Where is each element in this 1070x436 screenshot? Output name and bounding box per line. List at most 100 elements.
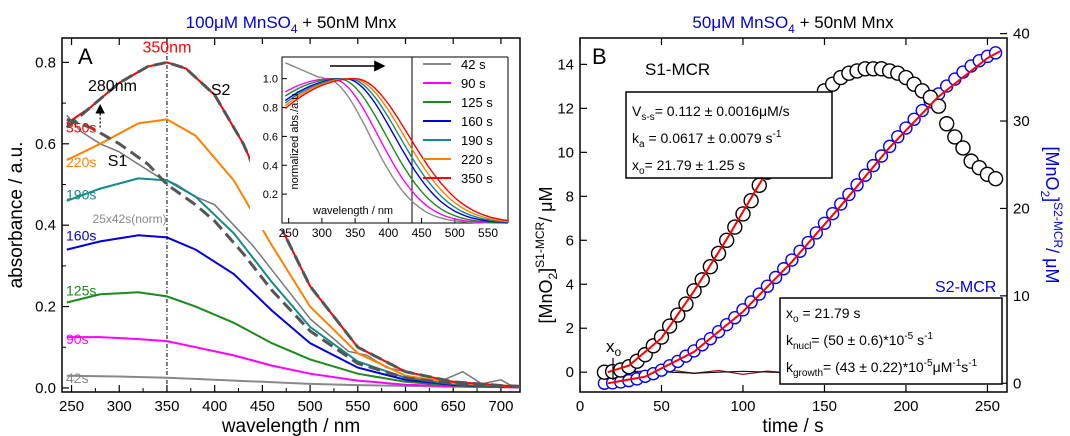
x-tick-label-a: 400 <box>202 398 227 415</box>
inset-series-90s-line <box>284 78 508 224</box>
y-right-tick-label-b: 40 <box>1013 26 1030 43</box>
inset-x-tick-label: 450 <box>412 226 432 240</box>
y-tick-label-a: 0.2 <box>35 299 56 316</box>
x-tick-label-b: 100 <box>730 398 755 415</box>
inset-x-tick-label: 550 <box>478 226 498 240</box>
panel-b-axes: 0 50 100 150 200 250 0 2 4 6 8 10 12 14 0 10 20 30 40 <box>557 26 1029 415</box>
panel-a-ylabel: absorbance / a.u. <box>6 142 27 289</box>
x-tick-label-b: 250 <box>975 398 1000 415</box>
inset-series-125s-line <box>284 78 508 224</box>
x-tick-label-b: 0 <box>576 398 584 415</box>
y-tick-label-a: 0.4 <box>35 217 56 234</box>
y-left-tick-label-b: 14 <box>557 56 574 73</box>
norm-42s-label: 25x42s(norm) <box>93 212 167 226</box>
inset-ylabel: normalized abs./a.u. <box>289 90 301 189</box>
panel-b-xlabel: time / s <box>762 416 823 436</box>
s2-data-point <box>899 121 913 135</box>
panel-a-plot <box>65 38 520 392</box>
time-label-220s: 220s <box>66 154 96 170</box>
inset-x-tick-label: 400 <box>378 226 398 240</box>
inset: 250 300 350 400 450 500 550 0.2 0.4 0.6 0.8 1.0 wav… <box>250 44 512 240</box>
s1-data-point <box>947 129 963 145</box>
x-tick-label-a: 450 <box>250 398 275 415</box>
inset-xlabel: wavelength / nm <box>312 205 393 217</box>
s2-parameter-box-frame <box>779 297 1003 385</box>
inset-series-350s-line <box>284 78 509 222</box>
inset-x-tick-label: 500 <box>445 226 465 240</box>
y-left-tick-label-b: 12 <box>557 100 574 117</box>
panel-a-title: 100μM MnSO4 + 50nM Mnx <box>186 13 397 36</box>
y-right-tick-label-b: 0 <box>1013 375 1021 392</box>
x-tick-label-b: 50 <box>653 398 670 415</box>
inset-legend-label: 90 s <box>461 76 486 91</box>
time-label-350s: 350s <box>66 120 96 136</box>
ka-text: ka = 0.0617 ± 0.0079 s-1 <box>632 129 782 150</box>
inset-legend-label: 42 s <box>461 57 486 72</box>
y-tick-label-a: 0.6 <box>35 136 56 153</box>
series-160s-line <box>66 234 520 389</box>
panel-a-xlabel: wavelength / nm <box>221 416 360 436</box>
s1-mcr-label: S1-MCR <box>645 60 710 79</box>
x-tick-label-a: 600 <box>393 398 418 415</box>
s2-data-point <box>907 112 921 126</box>
s2-data-point <box>891 130 905 144</box>
time-label-160s: 160s <box>66 227 96 243</box>
inset-y-tick-label: 0.4 <box>263 160 278 172</box>
s1-label: S1 <box>108 153 128 170</box>
fit-S1-curve <box>66 117 501 388</box>
y-left-tick-label-b: 2 <box>566 320 574 337</box>
inset-legend-label: 220 s <box>461 152 493 167</box>
inset-series-160s-line <box>284 78 509 224</box>
x-tick-label-a: 500 <box>298 398 323 415</box>
inset-series-190s-line <box>284 78 509 223</box>
inset-y-tick-label: 0.8 <box>263 103 278 115</box>
inset-x-tick-label: 300 <box>312 226 332 240</box>
panel-a-axes: 250 300 350 400 450 500 550 600 650 700 0.0 0.2 0.4 0… <box>35 38 513 415</box>
time-label-190s: 190s <box>66 187 96 203</box>
y-left-tick-label-b: 6 <box>566 232 574 249</box>
y-left-tick-label-b: 8 <box>566 188 574 205</box>
s2-label: S2 <box>211 82 231 99</box>
y-right-tick-label-b: 30 <box>1013 113 1030 130</box>
panel-a-frame <box>61 37 521 393</box>
inset-legend-label: 160 s <box>461 114 493 129</box>
peak-350-label: 350nm <box>142 39 191 56</box>
inset-x-tick-label: 350 <box>345 226 365 240</box>
y-left-tick-label-b: 10 <box>557 144 574 161</box>
s1-data-point <box>987 171 1004 187</box>
v-ss-text: Vs-s= 0.112 ± 0.0016μM/s <box>632 103 790 123</box>
y-tick-label-a: 0.8 <box>35 54 56 71</box>
x-tick-label-a: 550 <box>345 398 370 415</box>
panel-a-annotations: 350nm 280nm S2 S1 25x42s(norm) 350s 220s 190s 16… <box>66 39 231 385</box>
s1-data-point <box>930 98 947 114</box>
x-tick-label-a: 350 <box>154 398 179 415</box>
panel-b-title: 50μM MnSO4 + 50nM Mnx <box>692 13 894 36</box>
panel-b-label: B <box>592 44 607 69</box>
inset-y-tick-label: 0.2 <box>263 189 278 201</box>
inset-legend: 42 s 90 s 125 s 160 s 190 s 220 s 350 s <box>423 57 493 186</box>
series-220s-line <box>66 118 520 388</box>
x-tick-label-a: 250 <box>59 398 84 415</box>
x-tick-label-a: 650 <box>441 398 466 415</box>
panel-b-ylabel-right: [MnO2]S2-MCR/ μM <box>1038 146 1065 283</box>
y-tick-label-a: 0.0 <box>35 380 56 397</box>
panel-b-frame <box>579 37 1008 393</box>
y-left-tick-label-b: 0 <box>566 364 574 381</box>
time-label-42s: 42s <box>66 370 89 386</box>
inset-y-tick-label: 0.6 <box>263 131 278 143</box>
y-right-tick-label-b: 20 <box>1013 200 1030 217</box>
s2-parameter-box: xo = 21.79 s knucl= (50 ± 0.6)*10-5 s-1 … <box>779 297 1003 385</box>
inset-y-tick-label: 1.0 <box>263 74 278 86</box>
fit-S2-curve <box>65 60 520 388</box>
inset-legend-label: 125 s <box>461 95 493 110</box>
inset-x-tick-label: 250 <box>279 226 299 240</box>
s1-data-point <box>938 116 955 132</box>
inset-legend-label: 350 s <box>461 171 493 186</box>
k-growth-text: kgrowth= (43 ± 0.22)*10-5μM-1s-1 <box>786 358 978 379</box>
time-label-90s: 90s <box>66 331 89 347</box>
xo-label: xo <box>606 337 622 359</box>
x-tick-label-a: 700 <box>488 398 513 415</box>
panel-a: 100μM MnSO4 + 50nM Mnx 250 300 350 400 450 50… <box>6 13 521 436</box>
xo-fit-text: xo= 21.79 ± 1.25 s <box>632 157 745 177</box>
